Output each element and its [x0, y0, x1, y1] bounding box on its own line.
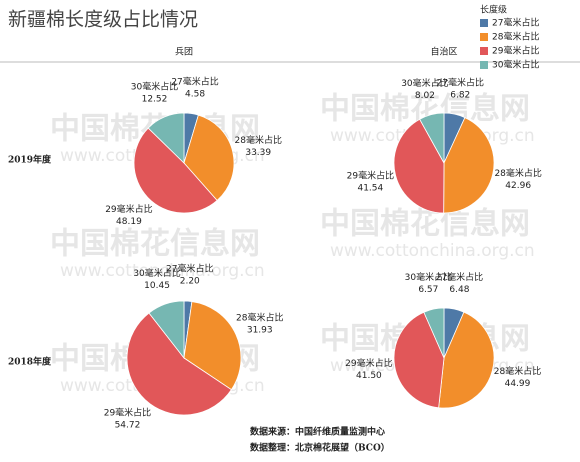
legend-label: 28毫米占比: [492, 31, 539, 43]
slice-value: 4.58: [185, 89, 205, 99]
slice-label: 28毫米占比: [494, 167, 541, 179]
legend-swatch: [480, 61, 488, 69]
watermark: 中国棉花信息网: [50, 227, 260, 262]
legend-label: 30毫米占比: [492, 59, 539, 71]
slice-label: 28毫米占比: [236, 312, 283, 324]
watermark: www.cottonchina.org.cn: [60, 261, 265, 281]
watermark: www.cottonchina.org.cn: [330, 241, 535, 261]
legend-label: 29毫米占比: [492, 45, 539, 57]
slice-label: 29毫米占比: [105, 203, 152, 215]
pie-slice: [438, 311, 495, 409]
slice-label: 29毫米占比: [347, 169, 394, 181]
legend-swatch: [480, 33, 488, 41]
slice-label: 29毫米占比: [104, 406, 151, 418]
pie-slice: [133, 127, 218, 214]
row-header: 2018年度: [8, 356, 52, 368]
slice-label: 30毫米占比: [401, 77, 448, 89]
legend-title: 长度级: [480, 4, 507, 16]
slice-label: 27毫米占比: [166, 263, 213, 275]
slice-value: 12.52: [142, 94, 168, 104]
slice-value: 44.99: [505, 379, 531, 389]
slice-value: 41.50: [356, 371, 382, 381]
slice-label: 30毫米占比: [405, 271, 452, 283]
slice-value: 54.72: [115, 420, 141, 430]
footer: 数据来源：中国纤维质量监测中心: [250, 426, 385, 438]
slice-label: 27毫米占比: [436, 271, 483, 283]
pie-slice: [443, 117, 495, 214]
slice-value: 42.96: [505, 181, 531, 191]
slice-value: 6.48: [449, 285, 469, 295]
legend-swatch: [480, 19, 488, 27]
slice-value: 10.45: [144, 281, 170, 291]
pie-slice: [183, 301, 242, 391]
pie-slice: [393, 118, 445, 214]
pie-slice: [148, 300, 185, 360]
slice-label: 28毫米占比: [494, 365, 541, 377]
column-header: 自治区: [430, 46, 457, 58]
slice-label: 30毫米占比: [133, 267, 180, 279]
slice-value: 41.54: [357, 183, 383, 193]
slice-label: 30毫米占比: [131, 80, 178, 92]
footer: 数据整理：北京棉花展望（BCO）: [250, 442, 390, 454]
slice-value: 33.39: [245, 148, 271, 158]
slice-label: 27毫米占比: [171, 75, 218, 87]
slice-label: 29毫米占比: [345, 357, 392, 369]
slice-value: 31.93: [247, 326, 273, 336]
pie-slice: [419, 112, 445, 165]
slice-label: 27毫米占比: [437, 76, 484, 88]
column-header: 兵团: [175, 46, 193, 58]
watermark: 中国棉花信息网: [320, 207, 530, 242]
slice-value: 2.20: [180, 277, 200, 287]
pie-slice: [423, 307, 445, 359]
slice-value: 6.57: [418, 285, 438, 295]
pie-slice: [147, 112, 185, 164]
slice-value: 8.02: [415, 91, 435, 101]
row-header: 2019年度: [8, 154, 52, 166]
slice-value: 6.82: [450, 90, 470, 100]
slice-value: 48.19: [116, 217, 142, 227]
legend-swatch: [480, 47, 488, 55]
pie-slice: [393, 311, 445, 409]
chart-title: 新疆棉长度级占比情况: [8, 9, 198, 31]
legend-label: 27毫米占比: [492, 17, 539, 29]
slice-label: 28毫米占比: [235, 134, 282, 146]
pie-slice: [183, 114, 235, 202]
pie-slice: [126, 312, 232, 416]
